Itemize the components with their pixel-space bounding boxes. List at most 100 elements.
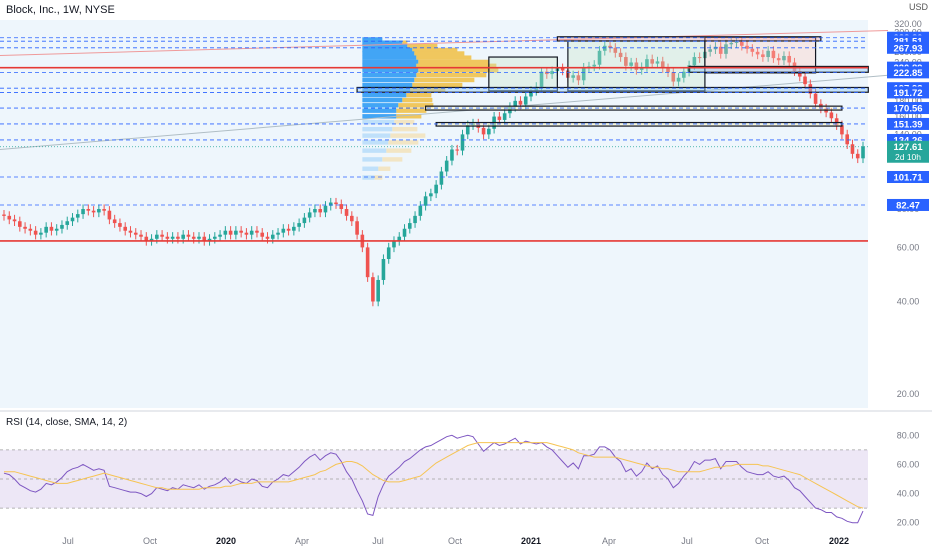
candle-body	[423, 196, 428, 206]
time-axis-tick-label: 2020	[216, 536, 236, 546]
price-level-badge	[887, 86, 929, 99]
volume-profile-sell-bar	[396, 114, 422, 119]
candle-body	[481, 127, 486, 135]
candle-body	[523, 96, 528, 105]
candle-body	[618, 52, 623, 58]
volume-profile-buy-bar	[362, 37, 383, 42]
candle-body	[218, 234, 222, 237]
candle-body	[102, 209, 106, 211]
volume-profile-buy-bar	[362, 140, 389, 145]
candle-body	[497, 116, 502, 120]
candle-body	[671, 72, 676, 82]
volume-profile-sell-bar	[412, 82, 463, 88]
volume-profile-sell-bar	[414, 51, 465, 56]
price-axis-tick-label: 180.00	[894, 96, 922, 106]
time-axis-tick-label: 2021	[521, 536, 541, 546]
volume-profile-sell-bar	[418, 59, 489, 65]
volume-profile-sell-bar	[410, 88, 446, 93]
time-axis-tick-label: Apr	[602, 536, 616, 546]
candle-body	[249, 230, 254, 235]
candle-body	[265, 236, 270, 239]
candle-body	[286, 228, 291, 231]
price-level-badge-text: 267.93	[893, 43, 922, 54]
candle-body	[560, 68, 565, 71]
volume-profile-buy-bar	[362, 59, 419, 65]
candle-body	[845, 134, 849, 145]
candle-body	[186, 234, 191, 237]
candle-body	[207, 238, 212, 241]
candle-body	[545, 71, 549, 75]
price-level-badge-text: 170.56	[893, 104, 922, 115]
price-axis-tick-label: 60.00	[897, 242, 920, 252]
candle-body	[513, 100, 517, 107]
candle-body	[797, 71, 802, 77]
candle-body	[386, 247, 391, 260]
candle-body	[81, 209, 85, 215]
candle-body	[350, 215, 354, 222]
rsi-axis-tick-label: 80.00	[897, 430, 920, 440]
volume-profile-buy-bar	[362, 148, 387, 153]
candle-body	[534, 86, 539, 91]
volume-profile-buy-bar	[362, 126, 393, 132]
volume-profile-sell-bar	[386, 148, 412, 153]
candle-body	[402, 228, 407, 237]
rsi-axis-tick-label: 60.00	[897, 459, 920, 469]
price-level-badge-text: 82.47	[896, 200, 920, 211]
candle-body	[392, 240, 396, 248]
rsi-axis-tick-label: 40.00	[897, 489, 920, 499]
candle-body	[228, 230, 233, 235]
candle-body	[729, 42, 734, 45]
candle-body	[624, 57, 628, 66]
candle-body	[28, 228, 33, 231]
candle-body	[260, 232, 265, 237]
candle-body	[23, 226, 27, 229]
rsi-axis-tick-label: 20.00	[897, 518, 920, 528]
candle-body	[202, 236, 207, 241]
volume-profile-buy-bar	[362, 88, 411, 93]
volume-profile-sell-bar	[378, 166, 391, 171]
candle-body	[191, 236, 196, 239]
volume-profile-sell-bar	[412, 47, 458, 53]
candle-body	[660, 61, 665, 69]
candle-body	[450, 149, 454, 161]
candle-body	[149, 238, 154, 241]
candle-body	[112, 219, 117, 224]
volume-profile-sell-bar	[394, 119, 415, 125]
candle-body	[550, 71, 554, 75]
candle-body	[323, 205, 328, 213]
volume-profile-buy-bar	[362, 51, 415, 56]
volume-profile-buy-bar	[362, 68, 419, 73]
symbol-title[interactable]: Block, Inc., 1W, NYSE	[6, 4, 115, 16]
candle-body	[91, 210, 96, 213]
rsi-indicator-title[interactable]: RSI (14, close, SMA, 14, 2)	[6, 417, 128, 428]
volume-profile-sell-bar	[388, 140, 419, 145]
candle-body	[365, 247, 370, 278]
price-level-badge-text: 222.85	[893, 68, 923, 79]
candle-body	[645, 59, 649, 68]
volume-profile-sell-bar	[382, 157, 403, 162]
candle-body	[18, 221, 22, 227]
candle-body	[155, 234, 159, 239]
candle-body	[734, 41, 739, 43]
candle-body	[676, 77, 681, 82]
volume-profile-sell-bar	[398, 103, 434, 108]
candle-body	[418, 205, 423, 216]
candle-body	[65, 221, 70, 225]
candle-body	[407, 223, 412, 229]
time-axis-tick-label: Jul	[62, 536, 74, 546]
candle-body	[139, 234, 143, 237]
candle-body	[813, 93, 818, 104]
candle-body	[371, 277, 375, 302]
candle-body	[629, 62, 633, 66]
volume-profile-buy-bar	[362, 119, 395, 125]
candle-body	[170, 236, 175, 239]
candle-body	[313, 209, 317, 213]
candle-body	[697, 57, 702, 59]
candle-body	[255, 230, 259, 233]
candle-body	[39, 232, 43, 235]
candle-body	[133, 232, 138, 235]
volume-profile-sell-bar	[418, 68, 499, 73]
candle-body	[128, 230, 133, 233]
candle-body	[44, 226, 48, 233]
